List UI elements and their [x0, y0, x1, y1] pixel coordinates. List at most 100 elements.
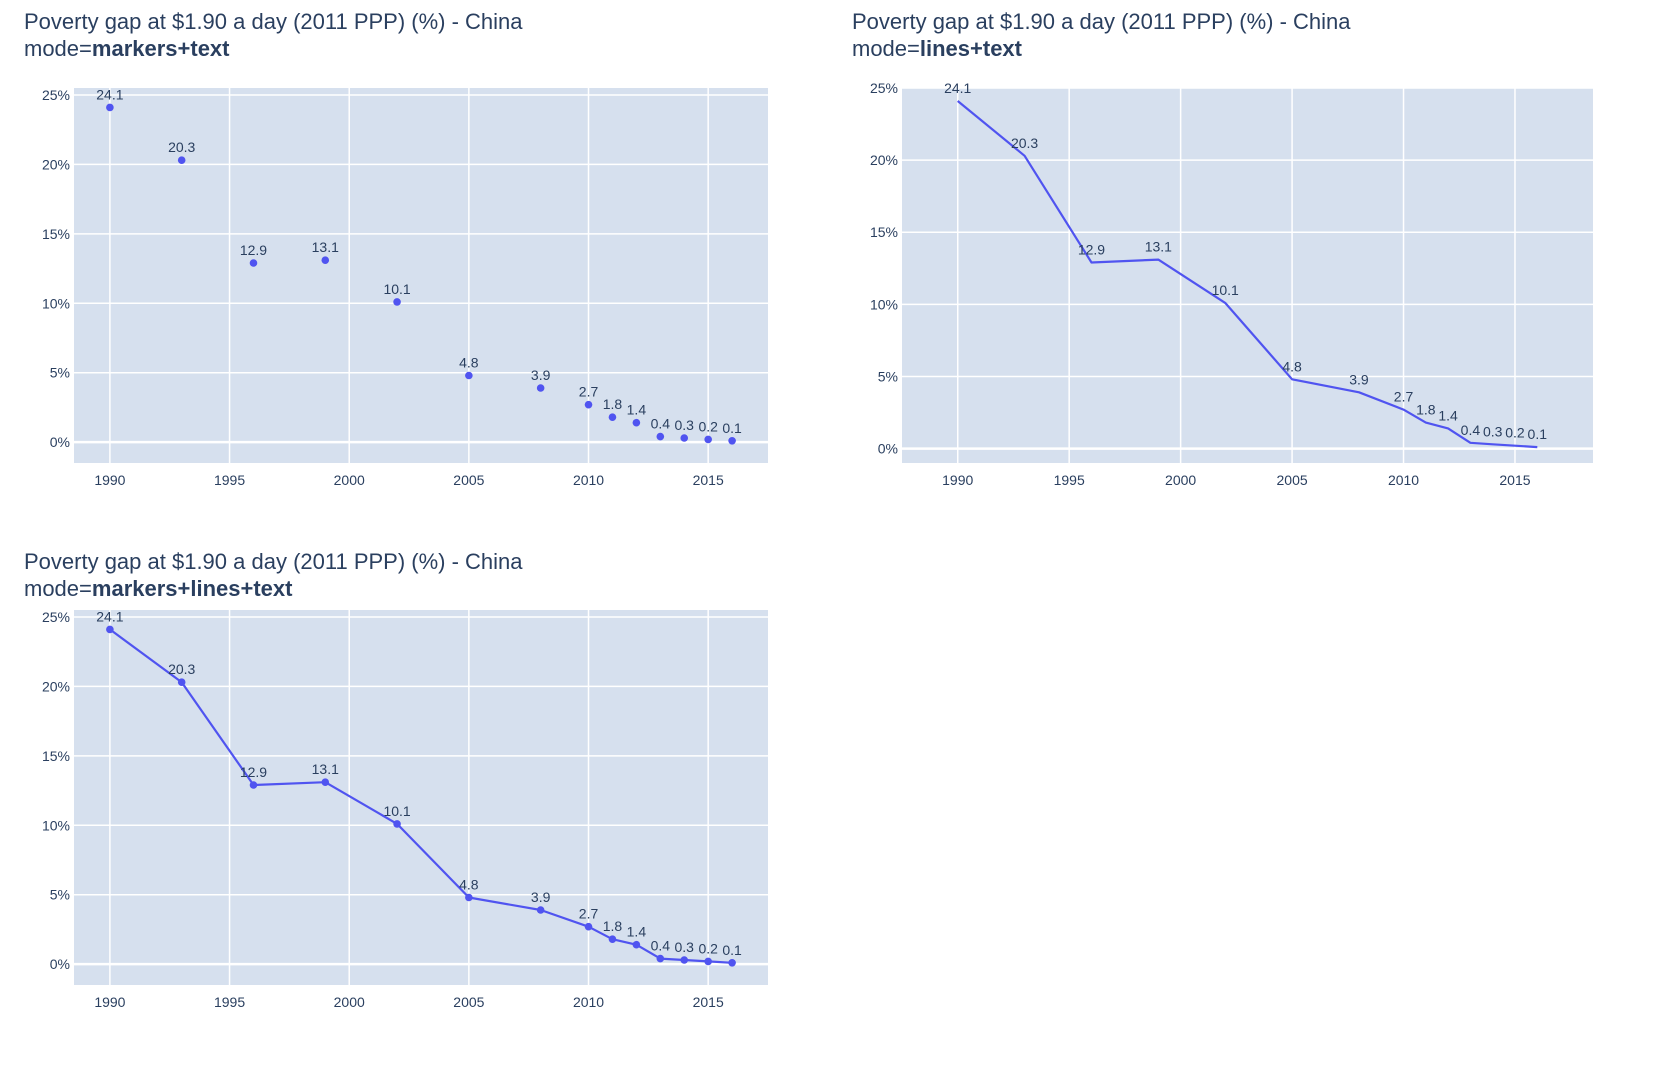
data-label: 24.1 — [944, 80, 971, 96]
data-label: 0.4 — [1461, 422, 1481, 438]
data-point — [249, 781, 258, 789]
data-label: 0.3 — [1483, 423, 1503, 439]
y-tick-label: 20% — [42, 678, 70, 694]
chart-title-main: Poverty gap at $1.90 a day (2011 PPP) (%… — [24, 9, 523, 34]
data-label: 24.1 — [96, 608, 123, 624]
data-point — [249, 259, 258, 267]
data-label: 4.8 — [459, 355, 479, 371]
plot-svg: 1990 1995 2000 2005 2010 2015 0% 5% 10% 15% 20% 25%… — [42, 608, 768, 1010]
data-point — [680, 956, 689, 964]
data-label: 10.1 — [383, 803, 410, 819]
data-label: 20.3 — [1011, 135, 1038, 151]
subtitle-mode-value: lines+text — [919, 36, 1022, 61]
data-label: 4.8 — [459, 877, 479, 893]
data-label: 1.8 — [603, 918, 623, 934]
y-tick-label: 15% — [42, 226, 70, 242]
data-label: 3.9 — [531, 889, 551, 905]
x-tick-label: 1995 — [1054, 472, 1085, 488]
data-point — [632, 418, 641, 427]
plot-background — [902, 88, 1593, 463]
data-label: 0.3 — [675, 939, 695, 955]
subtitle-mode-value: markers+lines+text — [91, 576, 293, 601]
data-point — [728, 958, 736, 967]
data-point — [680, 434, 689, 442]
data-label: 12.9 — [240, 764, 267, 780]
y-tick-label: 20% — [42, 156, 70, 172]
data-point — [704, 957, 712, 966]
data-label: 1.8 — [1416, 402, 1436, 418]
data-label: 0.1 — [1528, 426, 1548, 442]
data-label: 4.8 — [1282, 358, 1302, 374]
data-label: 0.4 — [651, 416, 671, 432]
data-label: 1.4 — [1438, 407, 1458, 423]
plot-background — [74, 610, 768, 985]
data-label: 1.4 — [627, 402, 647, 418]
data-label: 13.1 — [312, 239, 339, 255]
chart-lines-text: Poverty gap at $1.90 a day (2011 PPP) (%… — [852, 8, 1652, 528]
x-tick-label: 2000 — [334, 994, 365, 1010]
x-tick-label: 2010 — [1388, 472, 1419, 488]
y-tick-label: 0% — [50, 434, 70, 450]
chart-markers-lines-text: Poverty gap at $1.90 a day (2011 PPP) (%… — [24, 548, 824, 1068]
chart-markers-text: Poverty gap at $1.90 a day (2011 PPP) (%… — [24, 8, 824, 528]
data-label: 0.3 — [675, 417, 695, 433]
subtitle-prefix: mode= — [24, 576, 92, 601]
data-label: 3.9 — [531, 367, 551, 383]
y-tick-label: 0% — [878, 441, 898, 457]
chart-subtitle: mode=lines+text — [852, 35, 1351, 62]
data-point — [704, 435, 712, 444]
data-label: 2.7 — [579, 906, 599, 922]
data-point — [584, 922, 593, 931]
data-point — [608, 935, 617, 943]
y-tick-label: 25% — [42, 609, 70, 625]
y-tick-label: 10% — [42, 295, 70, 311]
y-tick-label: 5% — [50, 365, 70, 381]
y-tick-label: 25% — [42, 87, 70, 103]
data-point — [656, 432, 665, 441]
x-tick-label: 2005 — [453, 994, 484, 1010]
chart-subtitle: mode=markers+lines+text — [24, 575, 523, 602]
data-point — [536, 384, 545, 392]
data-label: 2.7 — [1394, 389, 1414, 405]
data-point — [584, 400, 593, 409]
x-tick-label: 1990 — [94, 472, 125, 488]
subtitle-mode-value: markers+text — [91, 36, 230, 61]
y-tick-label: 25% — [870, 80, 898, 96]
x-tick-label: 1990 — [942, 472, 973, 488]
y-tick-label: 20% — [870, 152, 898, 168]
x-tick-label: 2005 — [1277, 472, 1308, 488]
data-label: 10.1 — [1212, 282, 1239, 298]
chart-title: Poverty gap at $1.90 a day (2011 PPP) (%… — [852, 8, 1351, 62]
data-label: 1.4 — [627, 924, 647, 940]
x-tick-label: 2010 — [573, 994, 604, 1010]
chart-subtitle: mode=markers+text — [24, 35, 523, 62]
data-point — [321, 778, 330, 787]
data-label: 13.1 — [312, 761, 339, 777]
plot-svg: 1990 1995 2000 2005 2010 2015 0% 5% 10% 15% 20% 25%… — [42, 86, 768, 488]
data-label: 10.1 — [383, 281, 410, 297]
x-tick-label: 2015 — [693, 472, 724, 488]
data-label: 0.1 — [722, 420, 742, 436]
data-label: 12.9 — [240, 242, 267, 258]
y-tick-label: 15% — [870, 224, 898, 240]
x-tick-label: 1990 — [94, 994, 125, 1010]
data-point — [465, 893, 473, 902]
plot-background — [74, 88, 768, 463]
x-tick-label: 2000 — [334, 472, 365, 488]
data-label: 2.7 — [579, 384, 599, 400]
data-point — [465, 371, 473, 380]
y-tick-label: 15% — [42, 748, 70, 764]
data-label: 1.8 — [603, 396, 623, 412]
data-label: 0.4 — [651, 938, 671, 954]
data-label: 0.2 — [698, 418, 718, 434]
x-tick-label: 2005 — [453, 472, 484, 488]
y-tick-label: 10% — [870, 296, 898, 312]
y-tick-label: 5% — [878, 368, 898, 384]
subtitle-prefix: mode= — [24, 36, 92, 61]
series-line — [957, 100, 1538, 449]
y-tick-label: 5% — [50, 887, 70, 903]
data-label: 20.3 — [168, 661, 195, 677]
x-tick-label: 2000 — [1165, 472, 1196, 488]
data-label: 12.9 — [1078, 242, 1105, 258]
x-tick-label: 2010 — [573, 472, 604, 488]
